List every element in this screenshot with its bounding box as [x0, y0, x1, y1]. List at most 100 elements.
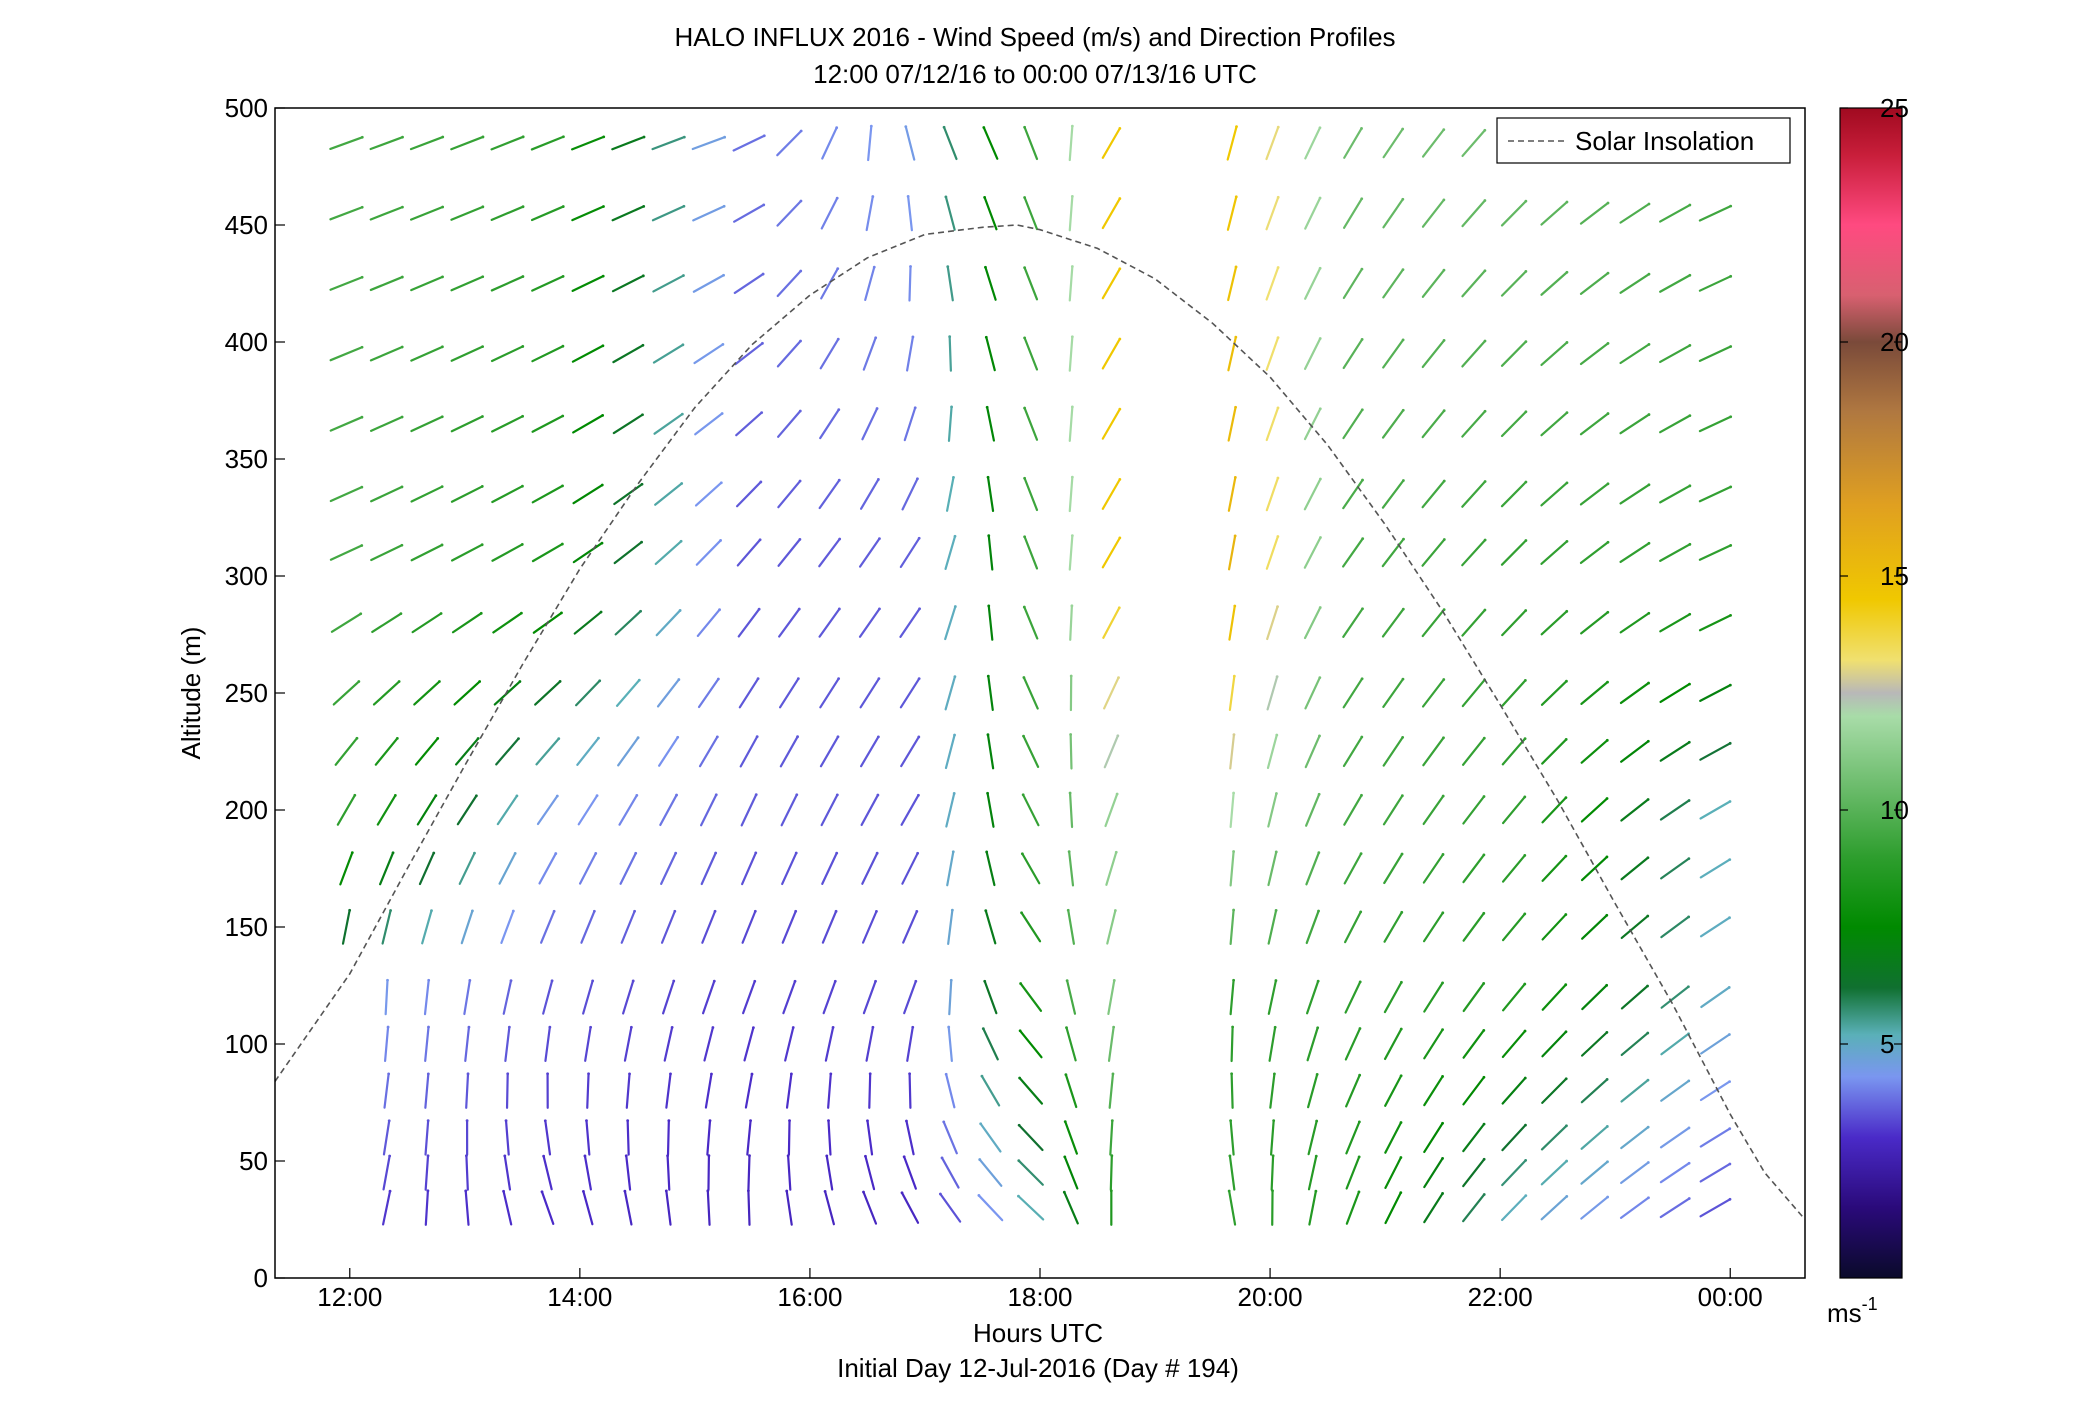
wind-vector — [1541, 855, 1567, 882]
wind-vector-head — [1118, 337, 1122, 341]
wind-vector-head — [938, 1192, 942, 1196]
wind-vector-head — [908, 1072, 911, 1076]
wind-vector-head — [1442, 128, 1446, 132]
wind-vector-head — [624, 1154, 628, 1158]
wind-vector-head — [1606, 201, 1610, 205]
wind-vector-head — [1023, 266, 1027, 270]
wind-vector-head — [1023, 125, 1027, 129]
wind-vector — [1462, 1029, 1485, 1059]
wind-vector-head — [679, 539, 683, 543]
wind-vector — [1108, 1072, 1115, 1109]
wind-vector-head — [1232, 791, 1235, 795]
wind-vector — [1303, 337, 1322, 371]
wind-vector — [1462, 1076, 1486, 1106]
wind-vector-head — [799, 339, 802, 343]
wind-vector-head — [798, 409, 802, 413]
wind-vector — [1304, 196, 1322, 230]
wind-vector — [504, 1119, 510, 1156]
wind-vector-head — [598, 679, 602, 683]
wind-vector-head — [1112, 1025, 1116, 1029]
wind-vector-head — [1688, 484, 1692, 488]
wind-vector-head — [914, 979, 918, 983]
wind-vector-head — [509, 979, 513, 982]
wind-vector-head — [1070, 405, 1074, 409]
wind-vector-head — [639, 609, 643, 613]
wind-vector-head — [1234, 195, 1238, 199]
wind-vector — [1303, 536, 1322, 569]
wind-vector — [732, 134, 766, 152]
wind-vector — [613, 483, 644, 506]
wind-vector-head — [430, 909, 433, 913]
wind-vector — [1342, 735, 1363, 768]
wind-vector-head — [1359, 852, 1363, 856]
wind-vector — [571, 205, 605, 222]
wind-vector-head — [1111, 1072, 1115, 1076]
wind-vector — [1541, 1030, 1568, 1058]
wind-vector — [1581, 984, 1608, 1011]
wind-vector — [1579, 482, 1610, 506]
wind-vector — [787, 1119, 791, 1156]
wind-vector — [1698, 415, 1732, 433]
wind-vector — [1660, 985, 1690, 1009]
wind-vector-head — [866, 1119, 869, 1123]
wind-vector — [944, 733, 956, 770]
wind-vector — [410, 543, 444, 562]
wind-vector — [1230, 1072, 1234, 1109]
wind-vector — [490, 205, 525, 222]
wind-vector-head — [1021, 793, 1025, 797]
wind-vector — [819, 338, 840, 370]
wind-vector-head — [466, 1072, 470, 1076]
wind-vector-head — [1228, 1154, 1232, 1158]
wind-vector — [1423, 1192, 1444, 1224]
wind-vector — [1461, 538, 1487, 567]
wind-vector — [370, 485, 404, 503]
wind-vector-head — [1273, 1072, 1276, 1076]
wind-vector-head — [1318, 606, 1322, 609]
wind-vector — [1461, 480, 1487, 508]
wind-vector — [1266, 675, 1279, 711]
wind-vector — [1104, 792, 1119, 828]
wind-vector-head — [1441, 1192, 1444, 1195]
wind-vector — [663, 1026, 674, 1062]
wind-vector — [531, 484, 564, 504]
wind-vector — [1502, 854, 1526, 883]
wind-vector — [1423, 1157, 1444, 1189]
colorbar-unit-base: ms — [1827, 1298, 1862, 1328]
wind-vector-head — [1647, 483, 1651, 487]
wind-vector — [618, 794, 638, 826]
wind-vector-head — [1729, 204, 1733, 208]
wind-vector-head — [760, 411, 764, 415]
wind-vector — [1580, 1078, 1609, 1104]
wind-vector-head — [1564, 1077, 1568, 1081]
wind-vector — [1382, 794, 1404, 826]
wind-vector-head — [1118, 126, 1122, 130]
wind-vector-head — [986, 475, 990, 479]
wind-vector — [656, 678, 680, 708]
wind-vector-head — [748, 1154, 751, 1158]
wind-vector-head — [397, 680, 401, 683]
wind-vector-head — [1728, 683, 1732, 687]
wind-vector — [578, 852, 597, 885]
wind-vector — [1342, 478, 1364, 510]
wind-vector — [902, 910, 918, 944]
wind-vector — [1540, 271, 1569, 296]
wind-vector-head — [911, 335, 915, 339]
wind-vector — [781, 851, 798, 886]
wind-vector — [1540, 411, 1569, 437]
wind-vector-head — [1115, 792, 1119, 796]
wind-vector — [1540, 1124, 1568, 1151]
wind-vector-head — [985, 405, 989, 409]
wind-vector — [986, 792, 995, 828]
wind-vector-head — [1070, 335, 1074, 339]
wind-vector-head — [721, 342, 725, 346]
wind-vector-head — [1647, 342, 1651, 346]
wind-vector — [945, 1073, 956, 1109]
wind-vector-head — [1023, 535, 1027, 539]
wind-vector-head — [794, 909, 798, 913]
wind-vector-head — [561, 414, 565, 418]
wind-vector-head — [868, 1072, 872, 1076]
wind-vector-head — [626, 1119, 630, 1123]
wind-vector-head — [481, 415, 484, 418]
wind-vector-head — [1523, 737, 1527, 741]
wind-vector-head — [838, 537, 842, 541]
